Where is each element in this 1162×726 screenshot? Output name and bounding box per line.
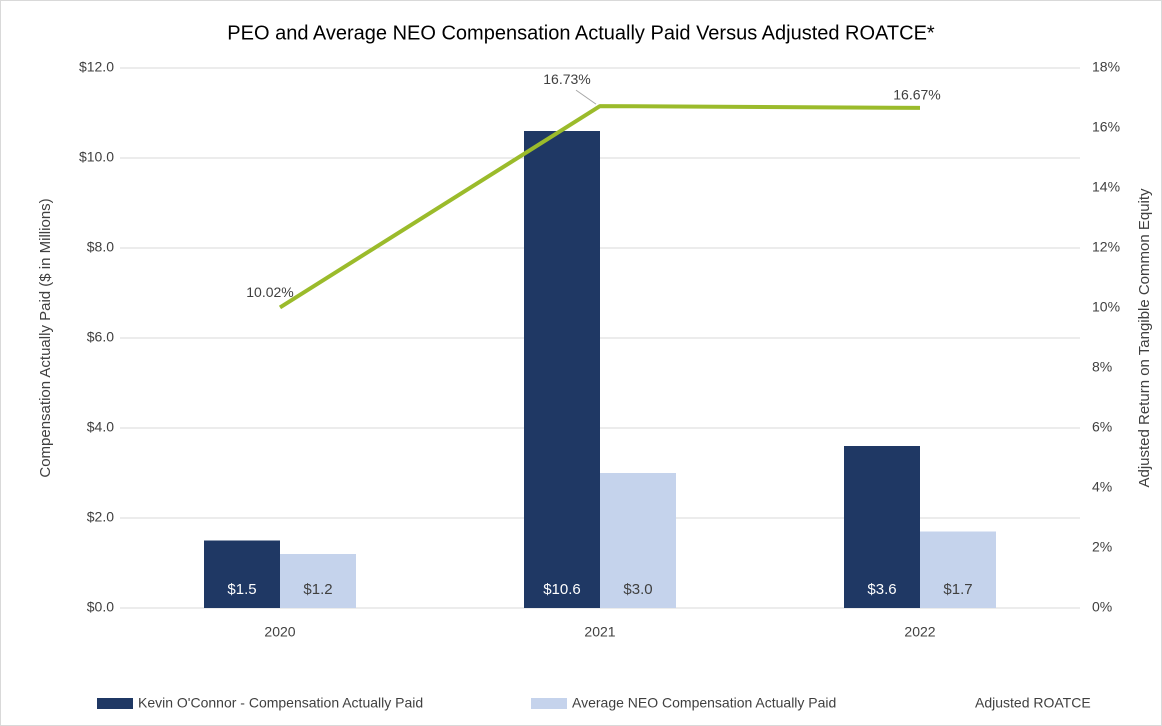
bar <box>204 540 280 608</box>
bar <box>844 446 920 608</box>
y-tick-label: $0.0 <box>87 599 114 615</box>
y2-tick-label: 18% <box>1092 59 1120 75</box>
legend-swatch <box>97 698 133 709</box>
y-axis-title: Compensation Actually Paid ($ in Million… <box>37 198 54 477</box>
y-tick-label: $6.0 <box>87 329 114 345</box>
data-label: $1.5 <box>227 581 256 598</box>
legend-label: Adjusted ROATCE <box>975 695 1091 711</box>
y2-tick-label: 4% <box>1092 479 1112 495</box>
y-tick-label: $4.0 <box>87 419 114 435</box>
y-tick-label: $10.0 <box>79 149 114 165</box>
leader-line <box>575 89 597 105</box>
bar <box>920 531 996 608</box>
data-label: $3.0 <box>623 581 652 598</box>
legend-swatch <box>531 698 567 709</box>
y2-tick-label: 10% <box>1092 299 1120 315</box>
data-label: 16.67% <box>893 87 940 103</box>
y-tick-label: $12.0 <box>79 59 114 75</box>
data-label: 16.73% <box>543 71 590 87</box>
data-label: $3.6 <box>867 581 896 598</box>
x-tick-label: 2021 <box>584 624 615 640</box>
y2-axis-title: Adjusted Return on Tangible Common Equit… <box>1136 188 1153 488</box>
y2-tick-label: 12% <box>1092 239 1120 255</box>
x-tick-label: 2020 <box>264 624 295 640</box>
y-tick-label: $8.0 <box>87 239 114 255</box>
legend-label: Average NEO Compensation Actually Paid <box>572 695 836 711</box>
y2-tick-label: 0% <box>1092 599 1112 615</box>
bar <box>280 554 356 608</box>
y2-tick-label: 16% <box>1092 119 1120 135</box>
chart-title: PEO and Average NEO Compensation Actuall… <box>227 22 935 44</box>
y2-tick-label: 8% <box>1092 359 1112 375</box>
line-series <box>278 104 921 310</box>
bar <box>600 473 676 608</box>
y2-tick-label: 6% <box>1092 419 1112 435</box>
y2-tick-label: 14% <box>1092 179 1120 195</box>
y-tick-label: $2.0 <box>87 509 114 525</box>
data-label: $1.2 <box>303 581 332 598</box>
data-label: $10.6 <box>543 581 581 598</box>
legend-label: Kevin O'Connor - Compensation Actually P… <box>138 695 423 711</box>
data-label: 10.02% <box>246 284 293 300</box>
x-tick-label: 2022 <box>904 624 935 640</box>
y2-tick-label: 2% <box>1092 539 1112 555</box>
data-label: $1.7 <box>943 581 972 598</box>
bar <box>524 131 600 608</box>
